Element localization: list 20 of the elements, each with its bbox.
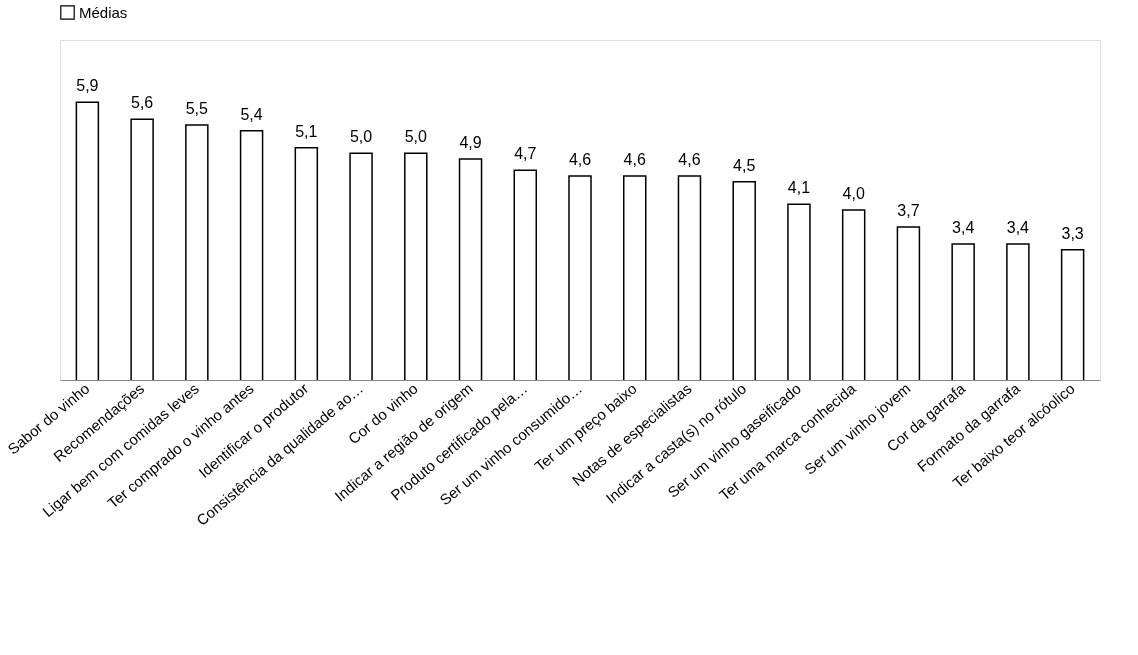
data-label: 4,6 — [568, 151, 592, 168]
data-label: 4,7 — [514, 145, 537, 163]
data-label: 4,9 — [459, 134, 482, 151]
data-label: 5,6 — [130, 94, 154, 112]
data-label: 3,7 — [897, 202, 920, 219]
data-label: 5,1 — [295, 122, 318, 140]
data-label: 4,6 — [623, 151, 646, 168]
data-label: 4,0 — [842, 185, 865, 202]
data-label: 5,0 — [404, 128, 428, 146]
data-label: 4,5 — [733, 156, 756, 174]
data-label: 3,4 — [952, 219, 975, 236]
data-label: 4,6 — [678, 151, 701, 168]
data-label: 5,5 — [185, 100, 209, 117]
data-label: 5,9 — [76, 77, 99, 95]
legend-label: Médias — [79, 3, 128, 21]
data-label: 5,0 — [349, 128, 373, 146]
data-label: 3,4 — [1006, 219, 1030, 236]
data-label: 3,3 — [1061, 224, 1084, 242]
data-label: 5,4 — [240, 105, 263, 123]
data-label: 4,1 — [787, 179, 811, 197]
